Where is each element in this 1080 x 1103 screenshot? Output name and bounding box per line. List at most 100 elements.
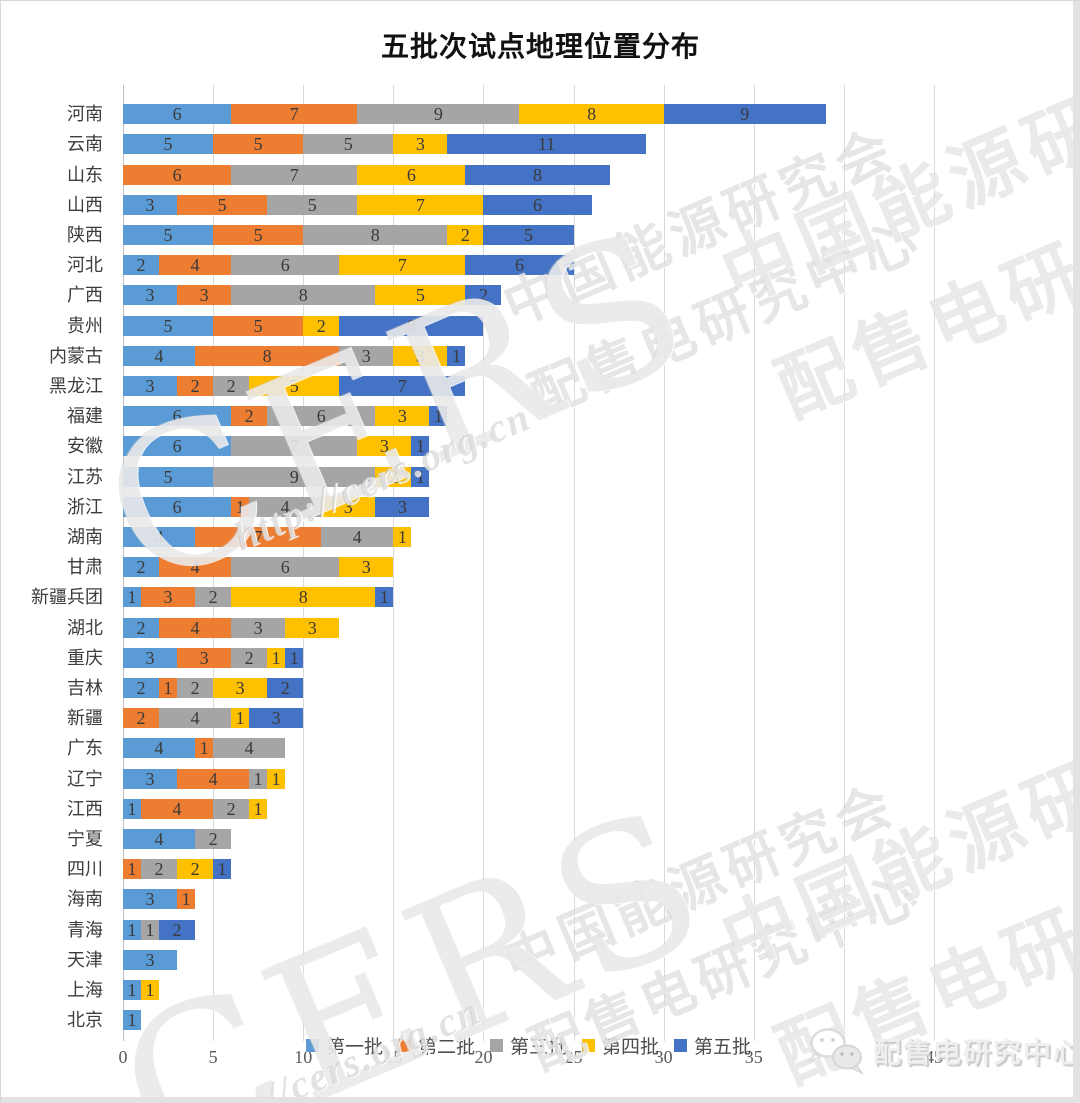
category-label: 宁夏 [67,828,103,849]
bar-value-label: 5 [253,134,263,155]
bar-value-label: 4 [172,798,182,819]
bar-value-label: 1 [397,526,407,547]
category-label: 四川 [67,859,103,880]
bar-value-label: 1 [199,738,209,759]
bar-segment: 9 [213,466,376,487]
bar-segment: 3 [123,889,178,910]
chart-title: 五批次试点地理位置分布 [380,31,700,62]
category-label: 陕西 [67,224,103,245]
category-label: 吉林 [67,677,103,698]
bar-value-label: 1 [127,798,137,819]
bar-value-label: 3 [415,134,425,155]
bar-segment: 5 [123,315,214,336]
x-tick-label: 35 [744,1047,763,1067]
x-tick-label: 10 [294,1047,313,1067]
category-label: 河北 [67,255,103,276]
bar-segment: 4 [159,557,232,578]
bar-segment: 2 [123,708,160,729]
bar-value-label: 3 [145,375,155,396]
gridline [573,85,575,1041]
bar-segment: 8 [195,345,340,366]
bar-value-label: 5 [253,224,263,245]
bar-segment: 1 [123,919,142,940]
bar-value-label: 6 [172,496,182,517]
bar-segment: 6 [483,194,592,215]
bar-segment: 6 [357,164,466,185]
bar-value-label: 7 [289,104,299,125]
bar-value-label: 1 [451,345,461,366]
wechat-icon [807,1028,865,1075]
bar-value-label: 1 [415,466,425,487]
bar-segment: 1 [123,859,142,880]
bar-value-label: 2 [136,557,146,578]
bar-value-label: 4 [190,557,200,578]
bar-segment: 5 [483,224,574,245]
bar-value-label: 5 [163,134,173,155]
legend-label: 第二批 [417,1037,475,1058]
bar-value-label: 6 [172,104,182,125]
bar-value-label: 7 [397,255,407,276]
bar-segment: 1 [429,406,448,427]
category-label: 山西 [67,194,103,215]
gridline [934,85,935,1041]
bar-segment: 5 [177,194,268,215]
bar-segment: 1 [249,768,268,789]
bar-segment: 9 [663,104,826,125]
bar-segment: 2 [123,617,160,638]
legend-swatch [489,1039,503,1052]
bar-value-label: 4 [190,708,200,729]
legend-label: 第三批 [509,1037,567,1058]
bar-value-label: 3 [397,406,407,427]
x-tick-label: 25 [564,1047,583,1067]
bar-value-label: 2 [136,677,146,698]
bar-value-label: 3 [271,708,281,729]
legend-item: 第三批 [489,1032,567,1059]
bar-segment: 3 [231,617,286,638]
bar-segment: 3 [339,345,394,366]
bar-segment: 8 [231,285,376,306]
bar-value-label: 8 [406,315,416,336]
category-label: 浙江 [67,496,103,517]
bar-segment: 4 [141,798,214,819]
bar-value-label: 6 [172,406,182,427]
category-label: 江西 [67,798,103,819]
x-tick-label: 45 [925,1047,943,1067]
bar-segment: 4 [159,708,232,729]
legend-swatch [397,1039,411,1052]
bar-value-label: 2 [190,677,200,698]
bar-segment: 5 [249,375,340,396]
bar-value-label: 2 [244,647,254,668]
bar-value-label: 3 [145,285,155,306]
bar-segment: 1 [123,798,142,819]
bar-value-label: 1 [127,979,137,1000]
category-label: 重庆 [67,647,103,668]
bar-segment: 5 [213,224,304,245]
bar-segment: 4 [123,738,196,759]
bar-segment: 9 [357,104,520,125]
bar-value-label: 2 [172,919,182,940]
bar-value-label: 9 [433,104,443,125]
bar-value-label: 1 [253,798,263,819]
bar-value-label: 7 [289,164,299,185]
bar-value-label: 3 [163,587,173,608]
gridline [483,85,485,1041]
bar-value-label: 3 [361,557,371,578]
legend-item: 第四批 [582,1032,659,1059]
bar-value-label: 5 [217,194,227,215]
bar-segment: 8 [303,224,448,245]
category-label: 湖北 [67,617,103,638]
x-tick-label: 30 [654,1047,673,1067]
category-label: 山东 [67,164,103,185]
bar-segment: 1 [231,496,250,517]
bar-value-label: 6 [406,164,416,185]
bar-value-label: 5 [289,375,299,396]
category-label: 海南 [67,889,103,910]
bar-value-label: 2 [154,859,164,880]
bar-value-label: 4 [280,496,290,517]
bar-value-label: 2 [136,708,146,729]
bar-value-label: 9 [289,466,299,487]
legend-label: 第一批 [325,1037,383,1058]
category-label: 福建 [67,406,103,427]
bar-segment: 1 [267,768,286,789]
